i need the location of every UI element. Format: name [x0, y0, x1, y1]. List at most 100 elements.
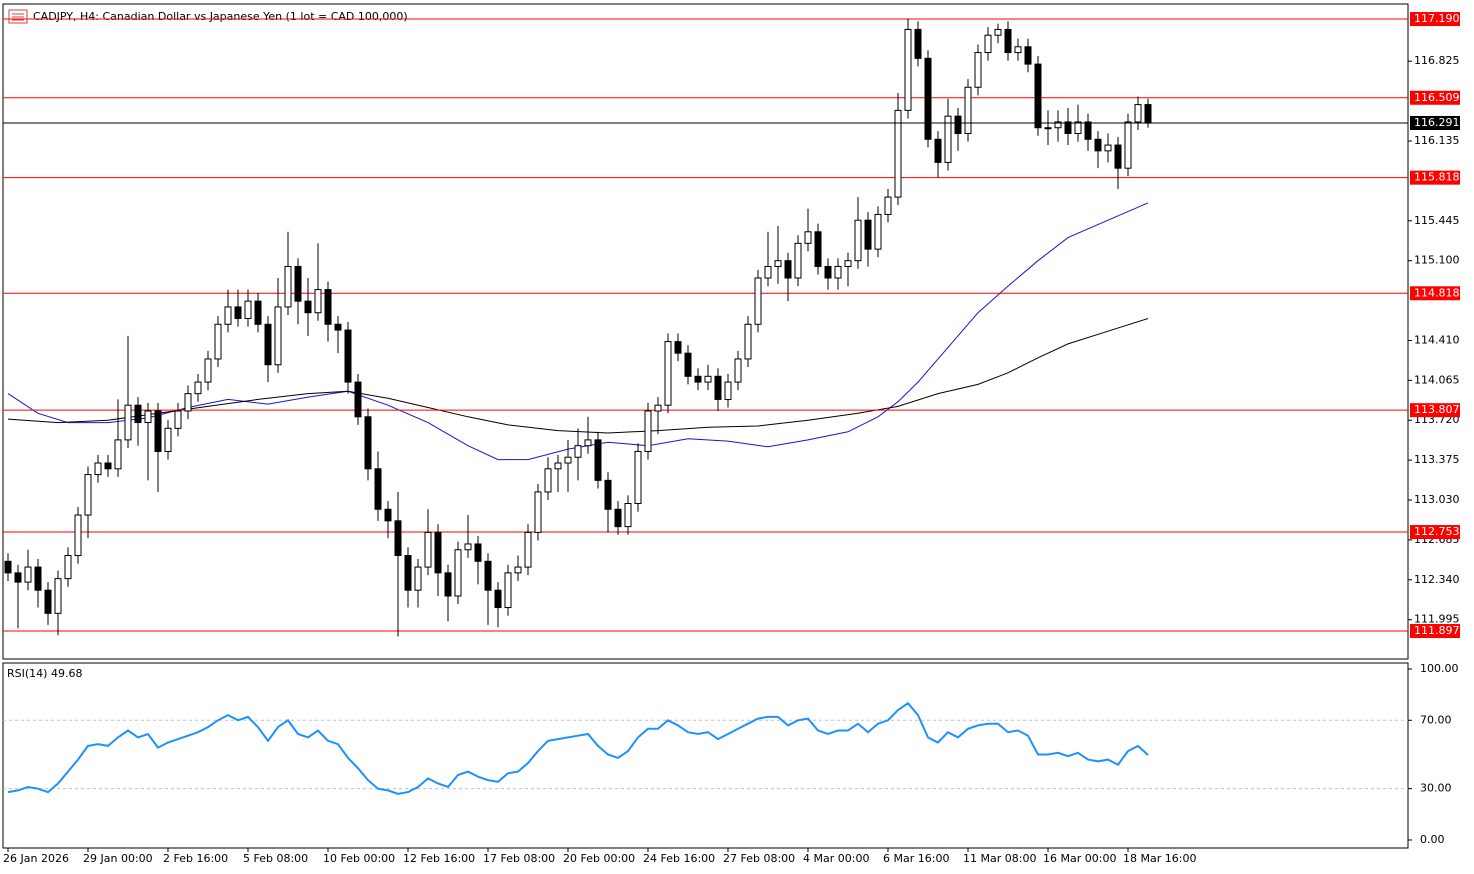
candle-body: [764, 265, 772, 279]
x-tick-label: 12 Feb 16:00: [403, 852, 475, 865]
candle-body: [704, 375, 712, 383]
candle-body: [844, 260, 852, 267]
candle-body: [324, 289, 332, 325]
y-tick-label: 115.445: [1414, 214, 1460, 227]
candle-body: [194, 381, 202, 395]
candle-body: [274, 306, 282, 366]
candle-body: [554, 462, 562, 470]
candle-body: [464, 543, 472, 551]
candle-body: [114, 439, 122, 470]
candle-body: [1054, 121, 1062, 129]
candle-body: [1094, 138, 1102, 152]
current-price-label: 116.291: [1414, 116, 1460, 129]
candle-body: [444, 572, 452, 597]
candle-body: [1144, 104, 1152, 124]
candle-body: [594, 439, 602, 481]
candle-body: [184, 393, 192, 412]
candle-body: [94, 462, 102, 476]
candle-body: [174, 410, 182, 429]
level-label-box: [1410, 12, 1460, 27]
candle-body: [84, 474, 92, 516]
candle-body: [334, 323, 342, 331]
candle-body: [884, 196, 892, 215]
candle-body: [124, 404, 132, 441]
candle-body: [474, 543, 482, 562]
current-price-box: [1410, 115, 1460, 130]
candle-body: [564, 456, 572, 464]
y-tick-label: 116.135: [1414, 134, 1460, 147]
x-tick-label: 20 Feb 00:00: [563, 852, 635, 865]
level-label: 117.190: [1414, 12, 1460, 25]
x-tick-label: 29 Jan 00:00: [83, 852, 153, 865]
level-label-box: [1410, 286, 1460, 301]
candle-body: [1034, 63, 1042, 129]
candle-body: [684, 352, 692, 377]
candle-body: [1104, 144, 1112, 152]
level-label: 113.807: [1414, 403, 1460, 416]
candle-body: [654, 404, 662, 412]
candle-body: [134, 404, 142, 424]
x-tick-label: 10 Feb 00:00: [323, 852, 395, 865]
candle-body: [514, 566, 522, 574]
candle-body: [834, 265, 842, 279]
candle-body: [734, 358, 742, 383]
candle-body: [24, 566, 32, 583]
candle-body: [404, 555, 412, 591]
candle-body: [344, 329, 352, 383]
candle-body: [574, 445, 582, 458]
rsi-tick-label: 100.00: [1420, 662, 1459, 675]
rsi-line: [7, 701, 1149, 795]
x-tick-label: 17 Feb 08:00: [483, 852, 555, 865]
x-tick-label: 18 Mar 16:00: [1123, 852, 1196, 865]
rsi-panel: [2, 662, 1409, 849]
candle-body: [944, 115, 952, 163]
candle-body: [1014, 46, 1022, 54]
candle-body: [894, 109, 902, 198]
y-tick-label: 113.375: [1414, 453, 1460, 466]
candle-body: [204, 358, 212, 383]
candle-body: [454, 549, 462, 597]
candle-body: [744, 323, 752, 360]
candle-body: [54, 578, 62, 614]
candle-body: [244, 300, 252, 319]
candle-body: [674, 341, 682, 354]
candle-body: [864, 219, 872, 250]
candle-body: [1004, 28, 1012, 54]
x-tick-label: 2 Feb 16:00: [163, 852, 228, 865]
price-panel: [2, 3, 1409, 660]
candle-body: [364, 416, 372, 470]
candle-body: [44, 589, 52, 614]
candle-body: [154, 410, 162, 452]
candle-body: [424, 531, 432, 568]
candle-body: [924, 57, 932, 140]
candle-body: [854, 219, 862, 262]
candle-body: [294, 265, 302, 302]
candle-body: [214, 323, 222, 360]
x-tick-label: 16 Mar 00:00: [1043, 852, 1116, 865]
candle-body: [1044, 127, 1052, 130]
candle-body: [484, 560, 492, 591]
moving-average: [7, 318, 1149, 434]
candle-body: [624, 502, 632, 528]
candle-body: [994, 28, 1002, 36]
candle-body: [374, 468, 382, 510]
rsi-tick-label: 70.00: [1420, 713, 1452, 726]
candle-body: [804, 231, 812, 244]
candle-body: [584, 439, 592, 447]
x-tick-label: 11 Mar 08:00: [963, 852, 1036, 865]
y-tick-label: 115.100: [1414, 254, 1460, 267]
candle-body: [724, 381, 732, 400]
candle-body: [644, 410, 652, 452]
level-label-box: [1410, 525, 1460, 540]
candle-body: [354, 381, 362, 418]
y-tick-label: 114.410: [1414, 333, 1460, 346]
candle-body: [874, 213, 882, 250]
y-tick-label: 116.825: [1414, 54, 1460, 67]
level-label: 111.897: [1414, 624, 1460, 637]
chart-title: CADJPY, H4: Canadian Dollar vs Japanese …: [33, 10, 408, 23]
candle-body: [234, 306, 242, 319]
candle-body: [224, 306, 232, 325]
candle-body: [494, 589, 502, 609]
candle-body: [414, 566, 422, 591]
